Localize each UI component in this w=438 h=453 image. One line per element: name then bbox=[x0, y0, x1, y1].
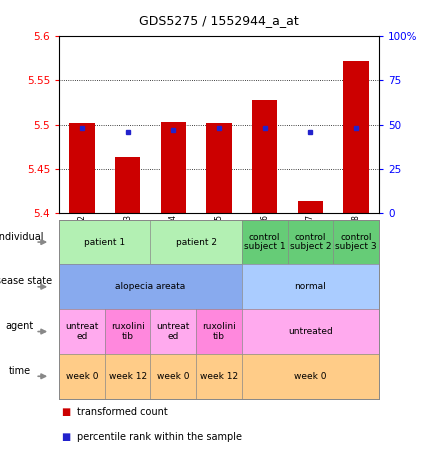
Text: time: time bbox=[9, 366, 31, 376]
Text: alopecia areata: alopecia areata bbox=[115, 282, 186, 291]
Text: patient 2: patient 2 bbox=[176, 237, 217, 246]
Bar bbox=[298, 202, 323, 213]
Text: control
subject 3: control subject 3 bbox=[335, 233, 377, 251]
Text: ■: ■ bbox=[61, 407, 71, 417]
Bar bbox=[69, 123, 95, 213]
Text: transformed count: transformed count bbox=[77, 407, 167, 417]
Text: untreat
ed: untreat ed bbox=[65, 322, 99, 341]
Text: week 12: week 12 bbox=[200, 372, 238, 381]
Text: individual: individual bbox=[0, 231, 44, 242]
Text: GDS5275 / 1552944_a_at: GDS5275 / 1552944_a_at bbox=[139, 14, 299, 27]
Text: ruxolini
tib: ruxolini tib bbox=[111, 322, 145, 341]
Bar bbox=[115, 157, 140, 213]
Text: percentile rank within the sample: percentile rank within the sample bbox=[77, 432, 242, 442]
Bar bbox=[161, 122, 186, 213]
Text: ■: ■ bbox=[61, 432, 71, 442]
Text: patient 1: patient 1 bbox=[84, 237, 125, 246]
Text: week 0: week 0 bbox=[157, 372, 190, 381]
Text: control
subject 1: control subject 1 bbox=[244, 233, 286, 251]
Text: untreat
ed: untreat ed bbox=[157, 322, 190, 341]
Text: week 0: week 0 bbox=[294, 372, 327, 381]
Text: control
subject 2: control subject 2 bbox=[290, 233, 331, 251]
Text: agent: agent bbox=[6, 321, 34, 331]
Text: week 0: week 0 bbox=[66, 372, 98, 381]
Bar bbox=[206, 123, 232, 213]
Text: untreated: untreated bbox=[288, 327, 333, 336]
Text: week 12: week 12 bbox=[109, 372, 147, 381]
Text: ruxolini
tib: ruxolini tib bbox=[202, 322, 236, 341]
Bar bbox=[343, 61, 369, 213]
Bar bbox=[252, 100, 277, 213]
Text: disease state: disease state bbox=[0, 276, 53, 286]
Text: normal: normal bbox=[294, 282, 326, 291]
